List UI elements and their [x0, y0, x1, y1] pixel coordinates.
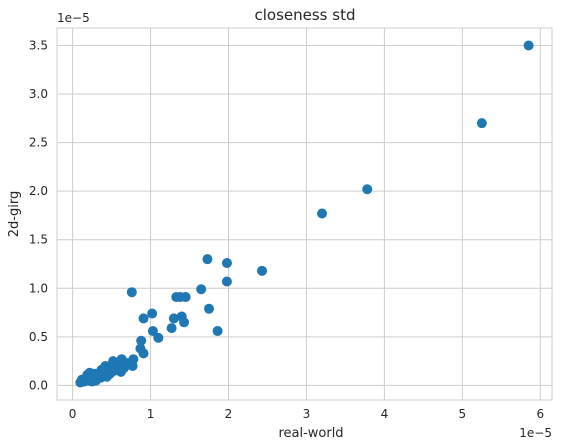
data-points: [75, 40, 534, 388]
y-offset-text: 1e−5: [57, 11, 90, 25]
data-point: [153, 332, 164, 343]
x-tick-label: 3: [303, 407, 311, 421]
x-tick-label: 4: [381, 407, 389, 421]
data-point: [101, 371, 112, 382]
plot-frame: [56, 27, 553, 401]
x-tick-label: 1: [147, 407, 155, 421]
data-point: [138, 313, 149, 324]
data-point: [126, 287, 137, 298]
data-point: [523, 40, 534, 51]
data-point: [221, 258, 232, 269]
y-axis-label: 2d-girg: [7, 191, 22, 237]
x-axis-label: real-world: [278, 426, 343, 441]
data-point: [136, 335, 147, 346]
y-tick-label: 0.0: [29, 378, 48, 392]
x-offset-text: 1e−5: [519, 426, 552, 440]
y-tick-labels: 0.0 0.5 1.0 1.5 2.0 2.5 3.0 3.5: [29, 38, 48, 392]
data-point: [362, 184, 373, 195]
y-tick-label: 0.5: [29, 330, 48, 344]
data-point: [87, 376, 98, 387]
x-tick-label: 0: [69, 407, 77, 421]
y-tick-label: 2.0: [29, 184, 48, 198]
data-point: [196, 284, 207, 295]
data-point: [317, 208, 328, 219]
grid-lines: [57, 28, 552, 400]
x-tick-labels: 0 1 2 3 4 5 6: [69, 407, 544, 421]
y-tick-label: 3.0: [29, 87, 48, 101]
data-point: [166, 323, 177, 334]
x-tick-label: 5: [459, 407, 467, 421]
data-point: [180, 292, 191, 303]
data-point: [120, 360, 131, 371]
data-point: [212, 326, 223, 337]
chart-title: closeness std: [255, 6, 356, 24]
data-point: [179, 317, 190, 328]
y-tick-label: 1.0: [29, 281, 48, 295]
data-point: [257, 265, 268, 276]
y-tick-label: 3.5: [29, 38, 48, 52]
data-point: [75, 377, 86, 388]
data-point: [147, 308, 158, 319]
data-point: [202, 254, 213, 265]
data-point: [204, 303, 215, 314]
y-tick-label: 1.5: [29, 233, 48, 247]
x-tick-label: 2: [225, 407, 233, 421]
data-point: [108, 365, 119, 376]
y-tick-label: 2.5: [29, 136, 48, 150]
data-point: [221, 276, 232, 287]
x-tick-label: 6: [536, 407, 544, 421]
data-point: [168, 313, 179, 324]
data-point: [476, 118, 487, 129]
data-point: [147, 326, 158, 337]
data-point: [138, 348, 149, 359]
